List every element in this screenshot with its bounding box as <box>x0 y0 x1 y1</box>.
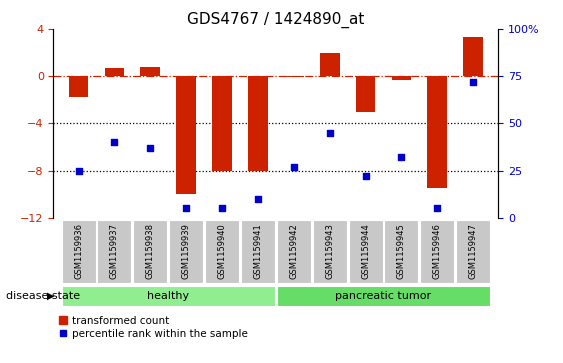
Bar <box>133 220 167 283</box>
Bar <box>463 37 483 76</box>
Text: pancreatic tumor: pancreatic tumor <box>336 291 431 301</box>
Bar <box>277 286 490 306</box>
Text: GSM1159939: GSM1159939 <box>182 224 191 279</box>
Text: GSM1159941: GSM1159941 <box>253 224 262 279</box>
Bar <box>176 76 196 194</box>
Point <box>74 168 83 174</box>
Point <box>182 205 191 211</box>
Bar <box>385 220 418 283</box>
Point <box>217 205 226 211</box>
Text: GSM1159936: GSM1159936 <box>74 223 83 280</box>
Legend: transformed count, percentile rank within the sample: transformed count, percentile rank withi… <box>59 315 248 339</box>
Bar <box>248 76 268 171</box>
Text: GSM1159940: GSM1159940 <box>217 224 226 279</box>
Text: GSM1159943: GSM1159943 <box>325 224 334 279</box>
Bar <box>69 76 88 97</box>
Text: GSM1159947: GSM1159947 <box>468 224 477 279</box>
Text: disease state: disease state <box>6 291 80 301</box>
Bar <box>140 67 160 76</box>
Point <box>289 164 298 170</box>
Bar <box>348 220 383 283</box>
Bar <box>420 220 454 283</box>
Text: GSM1159942: GSM1159942 <box>289 224 298 279</box>
Point <box>361 174 370 179</box>
Bar <box>284 76 303 77</box>
Bar <box>277 220 311 283</box>
Text: ▶: ▶ <box>47 291 54 301</box>
Text: GSM1159946: GSM1159946 <box>433 224 442 279</box>
Point <box>468 79 477 85</box>
Text: GSM1159944: GSM1159944 <box>361 224 370 279</box>
Bar <box>169 220 203 283</box>
Bar <box>97 220 132 283</box>
Bar <box>312 220 347 283</box>
Text: GSM1159938: GSM1159938 <box>146 223 155 280</box>
Point <box>146 145 155 151</box>
Text: healthy: healthy <box>147 291 189 301</box>
Point <box>433 205 442 211</box>
Bar <box>427 76 447 188</box>
Bar <box>241 220 275 283</box>
Bar <box>61 220 96 283</box>
Bar <box>61 286 275 306</box>
Bar <box>391 76 412 80</box>
Point <box>325 130 334 136</box>
Bar <box>456 220 490 283</box>
Text: GSM1159945: GSM1159945 <box>397 224 406 279</box>
Point <box>253 196 262 202</box>
Bar <box>205 220 239 283</box>
Point <box>110 139 119 145</box>
Point <box>397 155 406 160</box>
Title: GDS4767 / 1424890_at: GDS4767 / 1424890_at <box>187 12 365 28</box>
Text: GSM1159937: GSM1159937 <box>110 223 119 280</box>
Bar <box>105 68 124 76</box>
Bar <box>320 53 339 76</box>
Bar <box>212 76 232 171</box>
Bar <box>356 76 376 111</box>
